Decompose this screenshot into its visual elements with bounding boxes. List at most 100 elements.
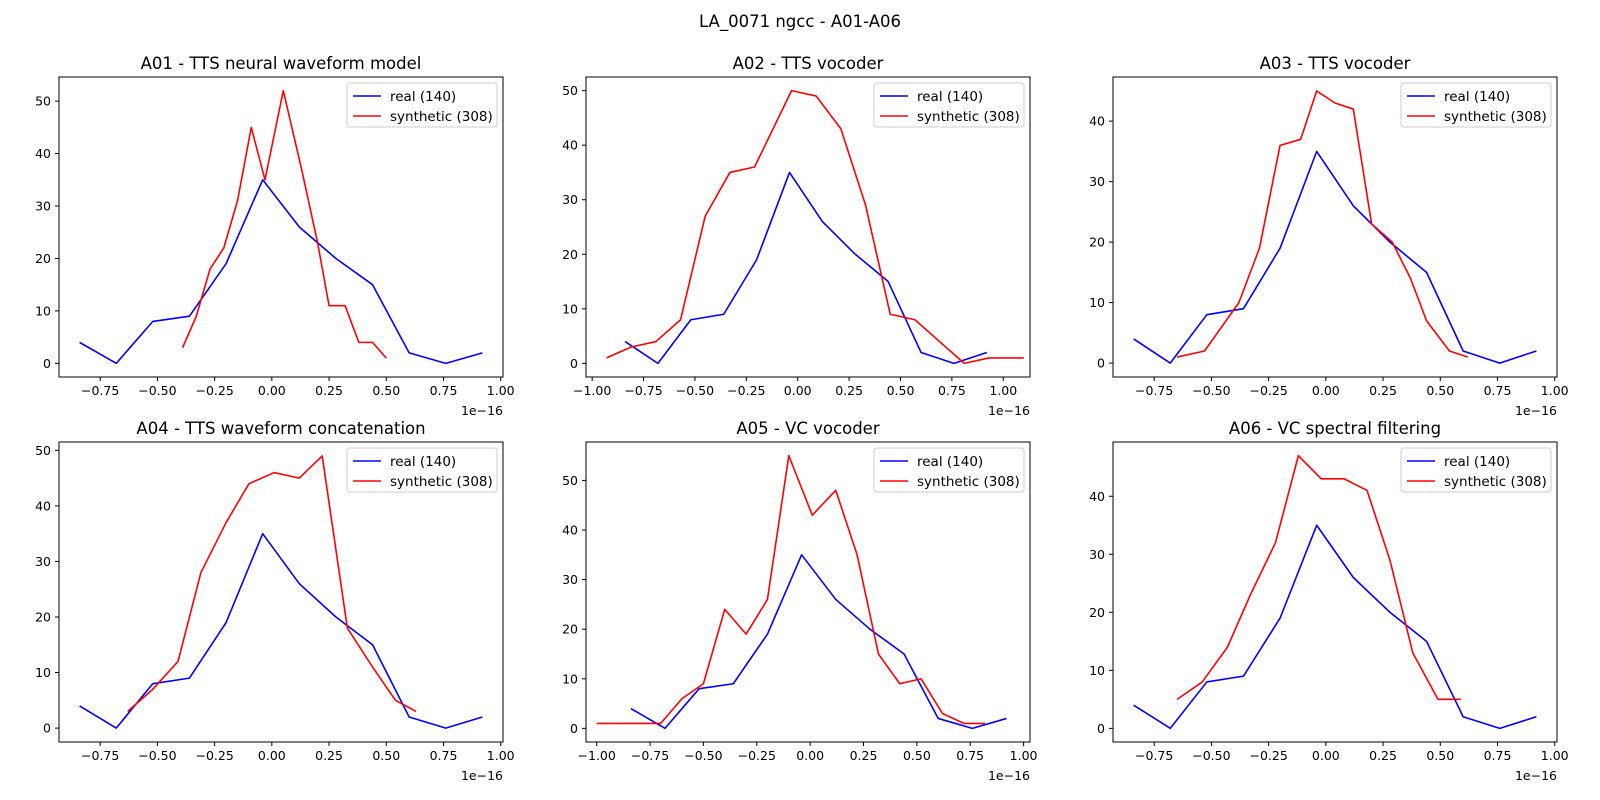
legend-label: synthetic (308) — [390, 109, 493, 125]
synthetic-series-line — [1176, 454, 1461, 701]
x-offset-label: 1e−16 — [988, 768, 1030, 783]
x-offset-label: 1e−16 — [461, 403, 503, 418]
x-tick-label: −0.75 — [1135, 383, 1173, 398]
y-tick-label: 40 — [35, 146, 51, 161]
y-tick-label: 10 — [1089, 663, 1105, 678]
x-tick-label: 1.00 — [487, 383, 515, 398]
real-series-line — [1133, 150, 1537, 364]
x-tick-label: 0.25 — [835, 383, 863, 398]
x-tick-label: 0.75 — [430, 748, 458, 763]
x-tick-label: −0.25 — [1249, 383, 1287, 398]
legend-label: real (140) — [390, 454, 456, 470]
y-tick-label: 20 — [1089, 605, 1105, 620]
legend-box — [1400, 447, 1552, 493]
synthetic-series-line — [1176, 90, 1468, 358]
x-tick-label: −0.25 — [195, 748, 233, 763]
x-tick-label: 1.00 — [487, 748, 515, 763]
legend-box — [346, 447, 498, 493]
x-tick-label: 0.00 — [784, 383, 812, 398]
real-series-line — [630, 554, 1007, 730]
y-tick-label: 0 — [570, 721, 578, 736]
subplot-a06: A06 - VC spectral filtering −0.75 −0.50 −0.… — [1074, 413, 1594, 788]
legend-label: real (140) — [390, 89, 456, 105]
y-tick-label: 0 — [43, 721, 51, 736]
x-tick-label: −0.50 — [684, 748, 722, 763]
subplot-title: A01 - TTS neural waveform model — [141, 54, 422, 73]
y-tick-label: 10 — [562, 301, 578, 316]
x-tick-label: −0.25 — [195, 383, 233, 398]
x-tick-label: −0.25 — [727, 383, 765, 398]
legend-label: synthetic (308) — [917, 109, 1020, 125]
subplot-title: A02 - TTS vocoder — [733, 54, 884, 73]
x-tick-label: −0.25 — [1249, 748, 1287, 763]
x-tick-label: 0.00 — [1312, 748, 1340, 763]
x-tick-label: −0.25 — [738, 748, 776, 763]
x-tick-label: 0.50 — [887, 383, 915, 398]
x-tick-label: 0.25 — [850, 748, 878, 763]
y-tick-label: 20 — [562, 622, 578, 637]
y-tick-label: 40 — [1089, 114, 1105, 129]
axes-frame — [58, 76, 504, 378]
x-tick-label: 0.00 — [796, 748, 824, 763]
x-offset-label: 1e−16 — [1515, 768, 1557, 783]
x-tick-label: 1.00 — [989, 383, 1017, 398]
axes-frame — [585, 441, 1031, 743]
subplot-a01: A01 - TTS neural waveform model −0.75 −0.5… — [20, 48, 540, 423]
chart-svg: A06 - VC spectral filtering −0.75 −0.50 −0.… — [1089, 419, 1569, 783]
x-tick-label: 0.50 — [372, 383, 400, 398]
legend-label: synthetic (308) — [1444, 109, 1547, 125]
chart-svg: A02 - TTS vocoder −1.00 −0.75 −0.50 −0.25 0.0… — [562, 54, 1031, 418]
y-tick-label: 40 — [562, 138, 578, 153]
subplot-a03: A03 - TTS vocoder −0.75 −0.50 −0.25 0.00 0.25… — [1074, 48, 1594, 423]
legend-box — [346, 82, 498, 128]
y-tick-label: 0 — [1097, 356, 1105, 371]
subplot-title: A04 - TTS waveform concatenation — [136, 419, 425, 438]
y-tick-label: 0 — [570, 356, 578, 371]
x-offset-label: 1e−16 — [1515, 403, 1557, 418]
x-tick-label: −0.50 — [676, 383, 714, 398]
y-tick-label: 0 — [43, 356, 51, 371]
x-tick-label: −0.75 — [1135, 748, 1173, 763]
x-tick-label: −0.75 — [624, 383, 662, 398]
y-tick-label: 50 — [35, 443, 51, 458]
x-tick-label: −0.50 — [138, 383, 176, 398]
legend-label: real (140) — [1444, 454, 1510, 470]
legend-box — [873, 82, 1025, 128]
x-tick-label: −1.00 — [573, 383, 611, 398]
legend-label: synthetic (308) — [917, 474, 1020, 490]
x-tick-label: 0.75 — [938, 383, 966, 398]
y-tick-label: 30 — [35, 554, 51, 569]
figure-title: LA_0071 ngcc - A01-A06 — [698, 12, 902, 31]
x-tick-label: −0.50 — [1192, 383, 1230, 398]
x-tick-label: −0.50 — [1192, 748, 1230, 763]
y-tick-label: 20 — [35, 251, 51, 266]
y-tick-label: 30 — [35, 199, 51, 214]
y-tick-label: 50 — [562, 83, 578, 98]
x-tick-label: −0.50 — [138, 748, 176, 763]
x-tick-label: 1.00 — [1541, 748, 1569, 763]
subplot-title: A03 - TTS vocoder — [1260, 54, 1411, 73]
subplot-a02: A02 - TTS vocoder −1.00 −0.75 −0.50 −0.25 0.0… — [547, 48, 1067, 423]
legend-label: real (140) — [917, 89, 983, 105]
y-tick-label: 20 — [1089, 235, 1105, 250]
x-tick-label: −1.00 — [578, 748, 616, 763]
synthetic-series-line — [596, 454, 986, 725]
y-tick-label: 10 — [35, 303, 51, 318]
x-tick-label: 1.00 — [1010, 748, 1038, 763]
axes-frame — [1112, 76, 1558, 378]
x-tick-label: 0.00 — [258, 383, 286, 398]
y-tick-label: 50 — [35, 94, 51, 109]
chart-svg: A03 - TTS vocoder −0.75 −0.50 −0.25 0.00 0.25… — [1089, 54, 1569, 418]
chart-svg: A05 - VC vocoder −1.00 −0.75 −0.50 −0.25 0.00… — [562, 419, 1038, 783]
y-tick-label: 40 — [562, 523, 578, 538]
x-tick-label: 0.75 — [1484, 748, 1512, 763]
x-tick-label: 0.50 — [1426, 748, 1454, 763]
real-series-line — [79, 532, 483, 729]
x-tick-label: −0.75 — [631, 748, 669, 763]
x-tick-label: 0.00 — [1312, 383, 1340, 398]
legend-label: real (140) — [917, 454, 983, 470]
axes-frame — [1112, 441, 1558, 743]
subplot-a04: A04 - TTS waveform concatenation −0.75 −0.… — [20, 413, 540, 788]
chart-svg: A01 - TTS neural waveform model −0.75 −0.5… — [35, 54, 515, 418]
y-tick-label: 20 — [562, 247, 578, 262]
